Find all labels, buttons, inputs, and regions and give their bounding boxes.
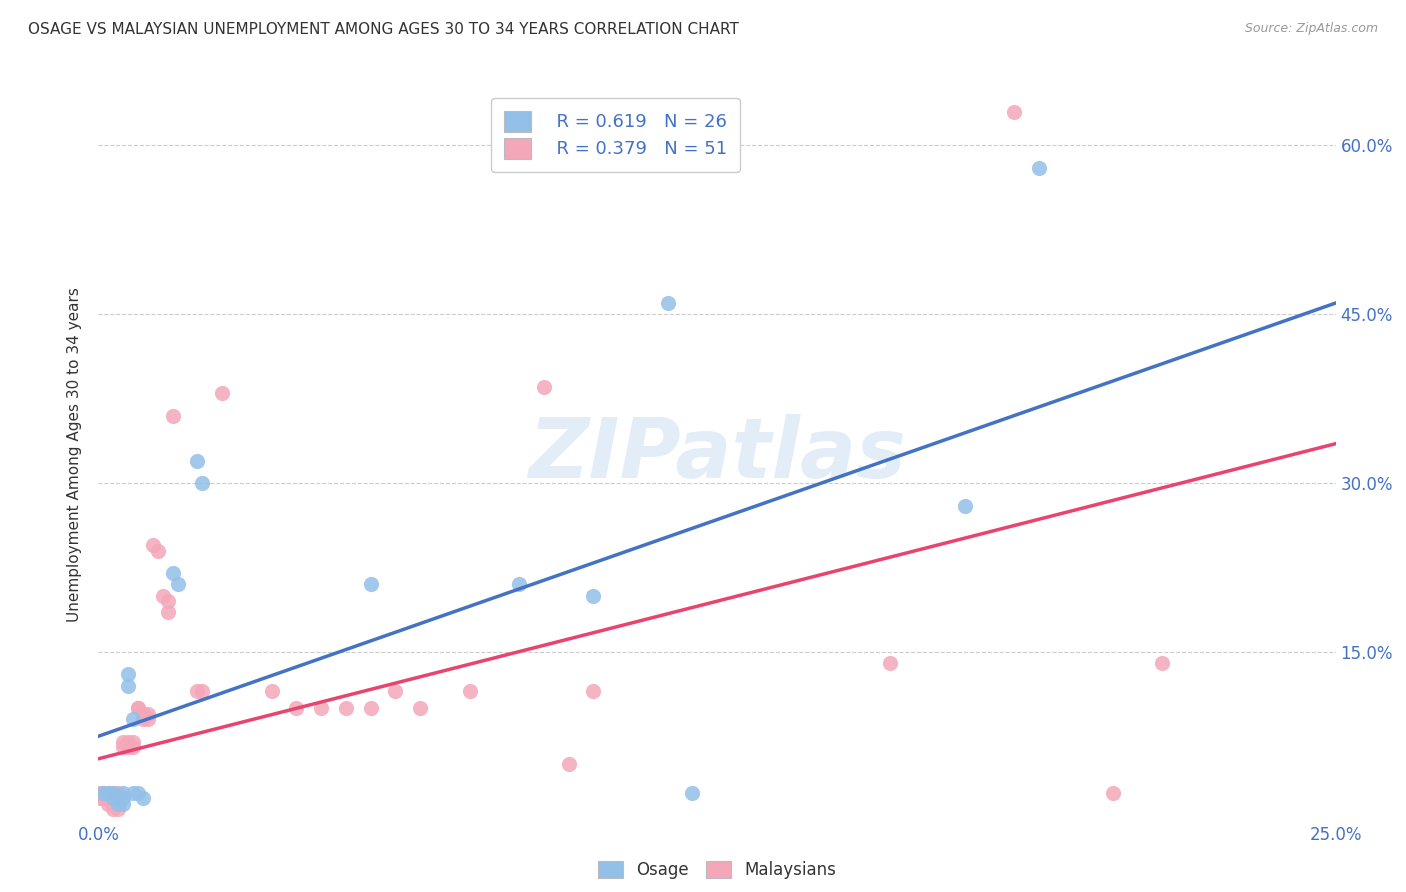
Point [146,543,169,558]
Point [93,785,115,799]
Text: OSAGE VS MALAYSIAN UNEMPLOYMENT AMONG AGES 30 TO 34 YEARS CORRELATION CHART: OSAGE VS MALAYSIAN UNEMPLOYMENT AMONG AG… [28,22,740,37]
Point [132,712,155,726]
Point [132,706,155,721]
Point [122,735,145,749]
Point [97,785,120,799]
Point [186,684,208,698]
Point [112,791,135,805]
Point [93,785,115,799]
Point [127,701,149,715]
Point [117,735,139,749]
Point [97,791,120,805]
Point [582,589,605,603]
Point [127,701,149,715]
Point [186,453,208,467]
Point [117,667,139,681]
Point [1102,785,1125,799]
Point [191,684,214,698]
Point [533,380,555,394]
Point [384,684,406,698]
Point [112,740,135,755]
Point [107,791,129,805]
Point [122,712,145,726]
Point [1002,104,1025,119]
Point [107,791,129,805]
Point [152,589,174,603]
Point [162,409,184,423]
Point [112,785,135,799]
Point [97,785,120,799]
Point [285,701,308,715]
Point [681,785,703,799]
Point [309,701,332,715]
Point [335,701,357,715]
Point [117,679,139,693]
Point [107,785,129,799]
Point [191,476,214,491]
Point [103,802,125,816]
Point [142,538,165,552]
Point [103,797,125,811]
Point [1152,656,1174,670]
Point [211,386,233,401]
Point [107,797,129,811]
Point [87,791,110,805]
Point [136,712,159,726]
Point [103,785,125,799]
Point [557,757,579,772]
Point [103,791,125,805]
Text: Source: ZipAtlas.com: Source: ZipAtlas.com [1244,22,1378,36]
Point [117,740,139,755]
Point [156,594,179,608]
Point [103,791,125,805]
Point [156,606,179,620]
Point [953,499,976,513]
Y-axis label: Unemployment Among Ages 30 to 34 years: Unemployment Among Ages 30 to 34 years [67,287,83,623]
Point [112,797,135,811]
Point [122,785,145,799]
Point [132,791,155,805]
Point [508,577,530,591]
Legend: Osage, Malaysians: Osage, Malaysians [592,854,842,886]
Point [162,566,184,580]
Point [166,577,188,591]
Point [103,785,125,799]
Point [127,785,149,799]
Point [107,802,129,816]
Point [360,701,382,715]
Point [409,701,432,715]
Point [1028,161,1050,175]
Point [458,684,481,698]
Point [87,785,110,799]
Text: ZIPatlas: ZIPatlas [529,415,905,495]
Point [136,706,159,721]
Point [657,296,679,310]
Point [112,735,135,749]
Point [93,791,115,805]
Point [122,740,145,755]
Point [97,797,120,811]
Point [360,577,382,591]
Point [582,684,605,698]
Point [879,656,901,670]
Point [260,684,283,698]
Point [107,797,129,811]
